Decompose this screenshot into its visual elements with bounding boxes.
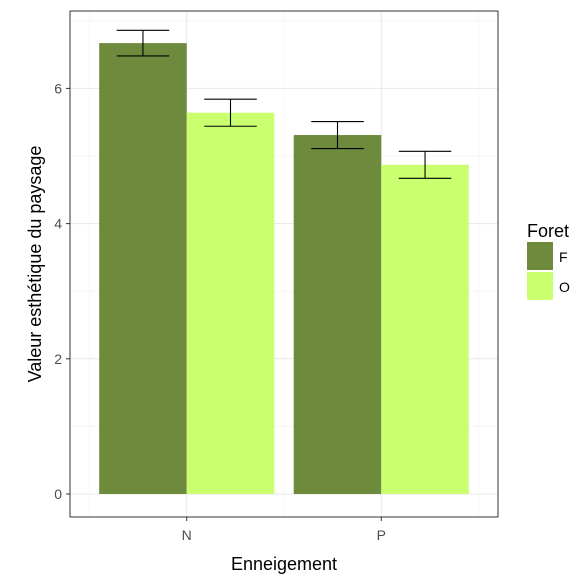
y-axis: 0 2 4 6 (54, 80, 70, 502)
legend-key-f (527, 242, 553, 270)
bar-o-p (381, 164, 469, 494)
x-tick-label-n: N (182, 527, 192, 543)
bar-f-n (99, 43, 187, 494)
legend-label-o: O (559, 279, 570, 295)
error-bar-o-p (398, 150, 452, 179)
y-tick-label: 4 (54, 216, 62, 232)
bar-f-p (293, 135, 382, 494)
bar-o-n (186, 112, 275, 495)
x-tick-label-p: P (377, 527, 386, 543)
y-tick-label: 0 (54, 486, 62, 502)
error-bar-f-p (311, 120, 364, 150)
bars-group (99, 43, 469, 495)
legend-title: Foret (527, 221, 569, 241)
y-axis-label: Valeur esthétique du paysage (25, 146, 45, 383)
legend-label-f: F (559, 249, 568, 265)
y-tick-label: 6 (54, 80, 62, 96)
error-bar-f-n (116, 29, 170, 57)
error-bar-o-n (204, 98, 257, 127)
y-tick-label: 2 (54, 351, 62, 367)
legend-key-o (527, 272, 553, 300)
legend: Foret FO (527, 221, 570, 300)
error-bars-group (116, 29, 452, 179)
x-axis-label: Enneigement (231, 554, 337, 574)
plot-border (69, 10, 499, 518)
